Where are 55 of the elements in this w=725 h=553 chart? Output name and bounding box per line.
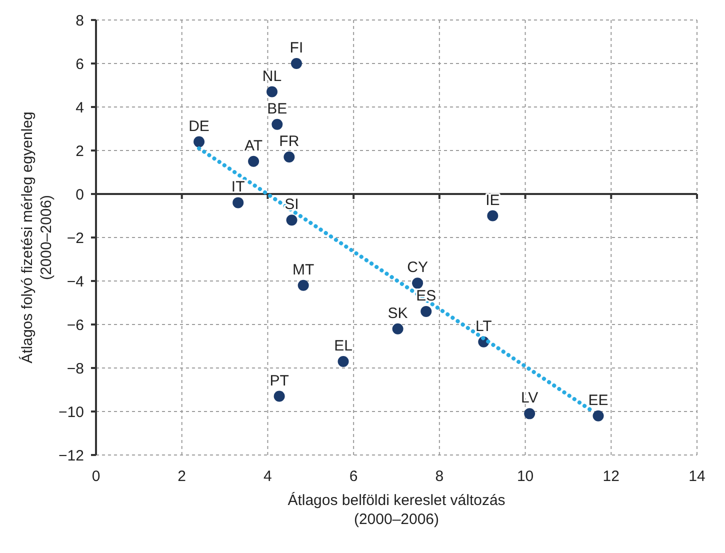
annotation: SK bbox=[388, 304, 408, 322]
point bbox=[338, 356, 349, 367]
annotation: LT bbox=[475, 318, 492, 335]
x-tick-label: 12 bbox=[602, 468, 620, 485]
annotation: IE bbox=[486, 192, 500, 209]
y-tick-label: 8 bbox=[76, 12, 84, 30]
point bbox=[487, 210, 498, 222]
y-tick-label: 2 bbox=[76, 142, 84, 160]
annotation: FR bbox=[279, 133, 300, 150]
annotation: CY bbox=[407, 259, 428, 276]
x-axis-title: Átlagos belföldi kereslet változás (2000–2006) bbox=[288, 491, 506, 528]
annotation: MT bbox=[292, 261, 314, 278]
point bbox=[248, 156, 260, 167]
y-axis-title: Átlagos folyó fizetési mérleg egyenleg (2000–2006) bbox=[18, 112, 55, 364]
y-tick-label: −2 bbox=[66, 230, 84, 247]
y-tick-label: −10 bbox=[58, 404, 84, 421]
annotation: DE bbox=[188, 118, 210, 135]
point bbox=[232, 197, 244, 208]
annotation: LV bbox=[520, 390, 538, 407]
point bbox=[274, 390, 285, 402]
x-tick-label: 0 bbox=[92, 468, 100, 485]
point bbox=[266, 86, 278, 98]
y-tick-label: −4 bbox=[66, 273, 84, 290]
annotation: NL bbox=[262, 68, 282, 85]
point bbox=[284, 152, 295, 163]
annotation: EE bbox=[588, 392, 608, 409]
annotation: AT bbox=[244, 137, 263, 154]
point bbox=[392, 323, 404, 334]
point bbox=[524, 408, 536, 420]
annotation: SI bbox=[284, 196, 299, 214]
annotation: BE bbox=[267, 100, 288, 118]
y-tick-label: 4 bbox=[76, 99, 84, 116]
point bbox=[194, 136, 205, 148]
x-tick-label: 10 bbox=[516, 468, 534, 485]
annotation: FI bbox=[290, 40, 304, 56]
x-tick-label: 14 bbox=[688, 468, 706, 485]
point bbox=[592, 410, 604, 422]
y-tick-label: −12 bbox=[58, 447, 84, 464]
x-tick-label: 4 bbox=[264, 468, 272, 485]
y-tick-label: −6 bbox=[66, 316, 84, 334]
point bbox=[272, 118, 283, 130]
x-tick-label: 6 bbox=[349, 468, 358, 485]
x-tick-label: 2 bbox=[178, 468, 186, 485]
x-tick-label: 8 bbox=[435, 468, 444, 485]
y-tick-label: 0 bbox=[76, 186, 84, 204]
point bbox=[420, 306, 432, 317]
point bbox=[290, 58, 302, 69]
point bbox=[286, 214, 298, 226]
point bbox=[298, 280, 309, 291]
annotation: EL bbox=[334, 337, 352, 354]
y-tick-label: −8 bbox=[66, 360, 84, 378]
y-tick-label: 6 bbox=[76, 56, 84, 73]
annotation: IT bbox=[231, 178, 245, 196]
annotation: PT bbox=[270, 372, 289, 390]
point bbox=[412, 278, 424, 289]
